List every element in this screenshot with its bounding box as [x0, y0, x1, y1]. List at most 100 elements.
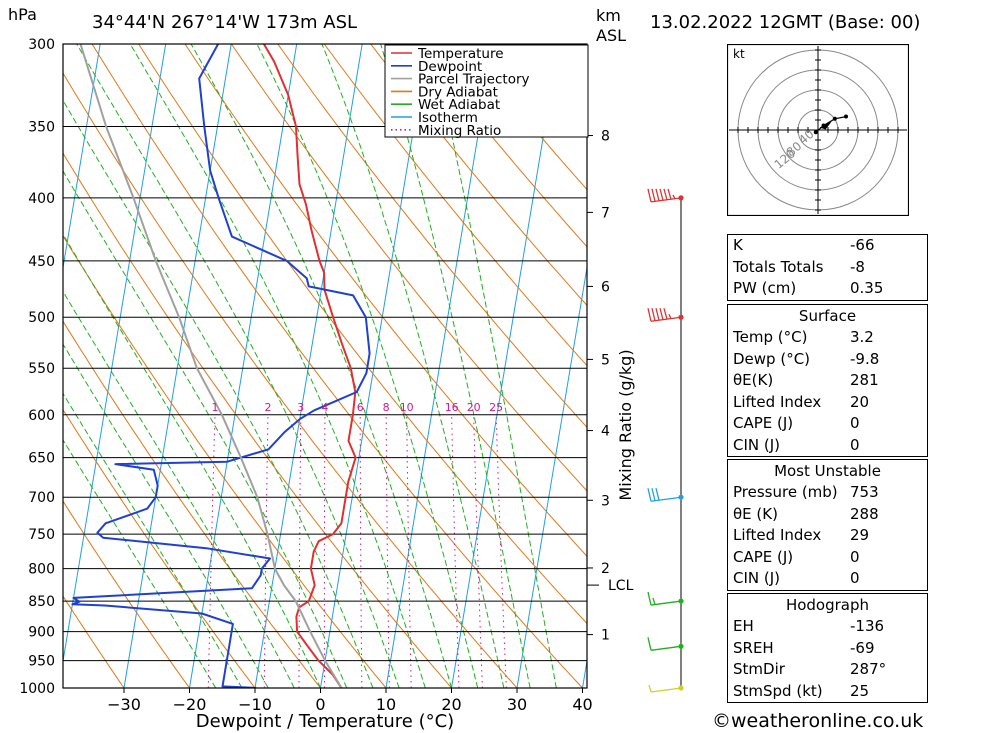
table-row: EH -136	[728, 616, 927, 638]
pressure-tick-label: 850	[28, 594, 55, 610]
wet-adiabat-line	[129, 44, 426, 688]
dry-adiabat-line	[63, 500, 190, 688]
mixing-ratio-label: 1	[212, 401, 219, 414]
dry-adiabat-line	[277, 44, 587, 429]
row-value: 3.2	[850, 328, 874, 346]
isotherm-line	[123, 44, 232, 688]
mixing-ratio-line	[323, 414, 326, 688]
plot-frame	[62, 43, 588, 689]
row-label: Temp (°C)	[733, 328, 808, 346]
legend-entry: Temperature	[417, 46, 504, 62]
dry-adiabat-line	[323, 44, 587, 367]
table-row: Temp (°C) 3.2	[728, 327, 927, 349]
isotherm-line	[451, 44, 560, 688]
legend-entry: Dry Adiabat	[418, 84, 498, 100]
legend-entry: Wet Adiabat	[418, 97, 500, 113]
temperature-tick-label: 10	[376, 695, 396, 714]
km-tick-label: 4	[601, 424, 610, 440]
pressure-tick-label: 550	[28, 361, 55, 377]
pressure-tick-label: 450	[28, 254, 55, 270]
row-value: 29	[850, 526, 870, 544]
wind-barb	[647, 188, 684, 203]
x-axis-label: Dewpoint / Temperature (°C)	[196, 711, 454, 732]
pressure-tick-label: 750	[28, 527, 55, 543]
wind-barb	[647, 308, 684, 322]
indices-table: K -66 Totals Totals -8 PW (cm) 0.35	[727, 234, 928, 301]
copyright: ©weatheronline.co.uk	[712, 710, 924, 732]
row-value: 288	[850, 504, 879, 523]
row-label: Dewp (°C)	[733, 349, 811, 368]
row-label: θE (K)	[733, 504, 778, 523]
km-tick-label: 5	[601, 352, 610, 368]
hodograph-trace	[815, 116, 847, 133]
mixing-ratio-label: 8	[383, 401, 390, 414]
legend-entry: Mixing Ratio	[418, 123, 501, 139]
lcl-label: LCL	[608, 578, 634, 594]
table-row: Lifted Index 20	[728, 392, 927, 414]
table-row: θE(K) 281	[728, 370, 927, 392]
dry-adiabat-line	[370, 44, 587, 307]
table-row: Totals Totals -8	[728, 257, 927, 279]
mixing-ratio-line	[385, 414, 390, 688]
dry-adiabat-line	[63, 152, 452, 688]
hodograph-point	[813, 130, 818, 135]
row-value: 753	[850, 483, 879, 501]
table-row: K -66	[728, 235, 927, 257]
series-dewpoint	[71, 44, 371, 688]
mixing-ratio-label: 25	[489, 401, 503, 414]
table-row: PW (cm) 0.35	[728, 278, 927, 300]
wet-adiabat-line	[63, 343, 269, 688]
row-label: CAPE (J)	[733, 547, 794, 566]
temperature-tick-label: 20	[441, 695, 461, 714]
surface-title: Surface	[798, 307, 857, 325]
surface-table: Surface Temp (°C) 3.2 Dewp (°C) -9.8 θE(K) 28…	[727, 304, 928, 457]
row-value: 281	[850, 371, 879, 389]
isotherm-line	[189, 44, 298, 688]
mixing-ratio-label: 4	[321, 401, 328, 414]
row-value: 20	[850, 392, 870, 411]
km-tick-label: 6	[601, 279, 610, 295]
temperature-tick-label: −20	[173, 695, 207, 714]
mixing-ratio-label: 6	[357, 401, 364, 414]
table-row: CAPE (J) 0	[728, 547, 927, 569]
hodograph-point	[844, 114, 848, 119]
row-value: 0	[850, 547, 860, 566]
dry-adiabat-line	[91, 44, 583, 688]
km-tick-label: 3	[601, 493, 610, 509]
row-value: -8	[850, 257, 865, 276]
table-row: CIN (J) 0	[728, 435, 927, 457]
row-label: SREH	[733, 638, 774, 657]
pressure-tick-label: 400	[28, 191, 55, 207]
location-title: 34°44'N 267°14'W 173m ASL	[92, 12, 358, 33]
most-unstable-table: Most Unstable Pressure (mb) 753 θE (K) 288 L…	[727, 459, 928, 591]
row-value: 0	[850, 435, 860, 454]
isotherm-line	[516, 264, 587, 688]
wet-adiabat-line	[380, 44, 531, 688]
row-label: StmDir	[733, 660, 785, 678]
row-label: CIN (J)	[733, 435, 781, 454]
mixing-ratio-line	[495, 414, 507, 688]
hodograph-table: Hodograph EH -136 SREH -69 StmDir 287° StmSpd …	[727, 593, 928, 703]
row-value: 0	[850, 414, 860, 432]
isotherm-line	[320, 44, 429, 688]
row-value: 0.35	[850, 279, 884, 297]
row-label: PW (cm)	[733, 279, 797, 297]
mixing-ratio-line	[207, 414, 216, 688]
row-label: Lifted Index	[733, 526, 822, 544]
row-label: StmSpd (kt)	[733, 681, 823, 700]
mixing-ratio-label: 16	[445, 401, 459, 414]
table-row: CIN (J) 0	[728, 568, 927, 590]
pressure-tick-label: 350	[28, 120, 55, 136]
dry-adiabat-line	[63, 595, 125, 688]
mixing-ratio-label: 3	[297, 401, 304, 414]
pressure-tick-label: 600	[28, 408, 55, 424]
wet-adiabat-line	[63, 392, 243, 688]
row-value: -9.8	[850, 349, 880, 368]
row-value: 287°	[850, 660, 887, 678]
km-label: km	[596, 6, 621, 25]
pressure-tick-label: 650	[28, 451, 55, 467]
legend-entry: Dewpoint	[418, 59, 482, 75]
